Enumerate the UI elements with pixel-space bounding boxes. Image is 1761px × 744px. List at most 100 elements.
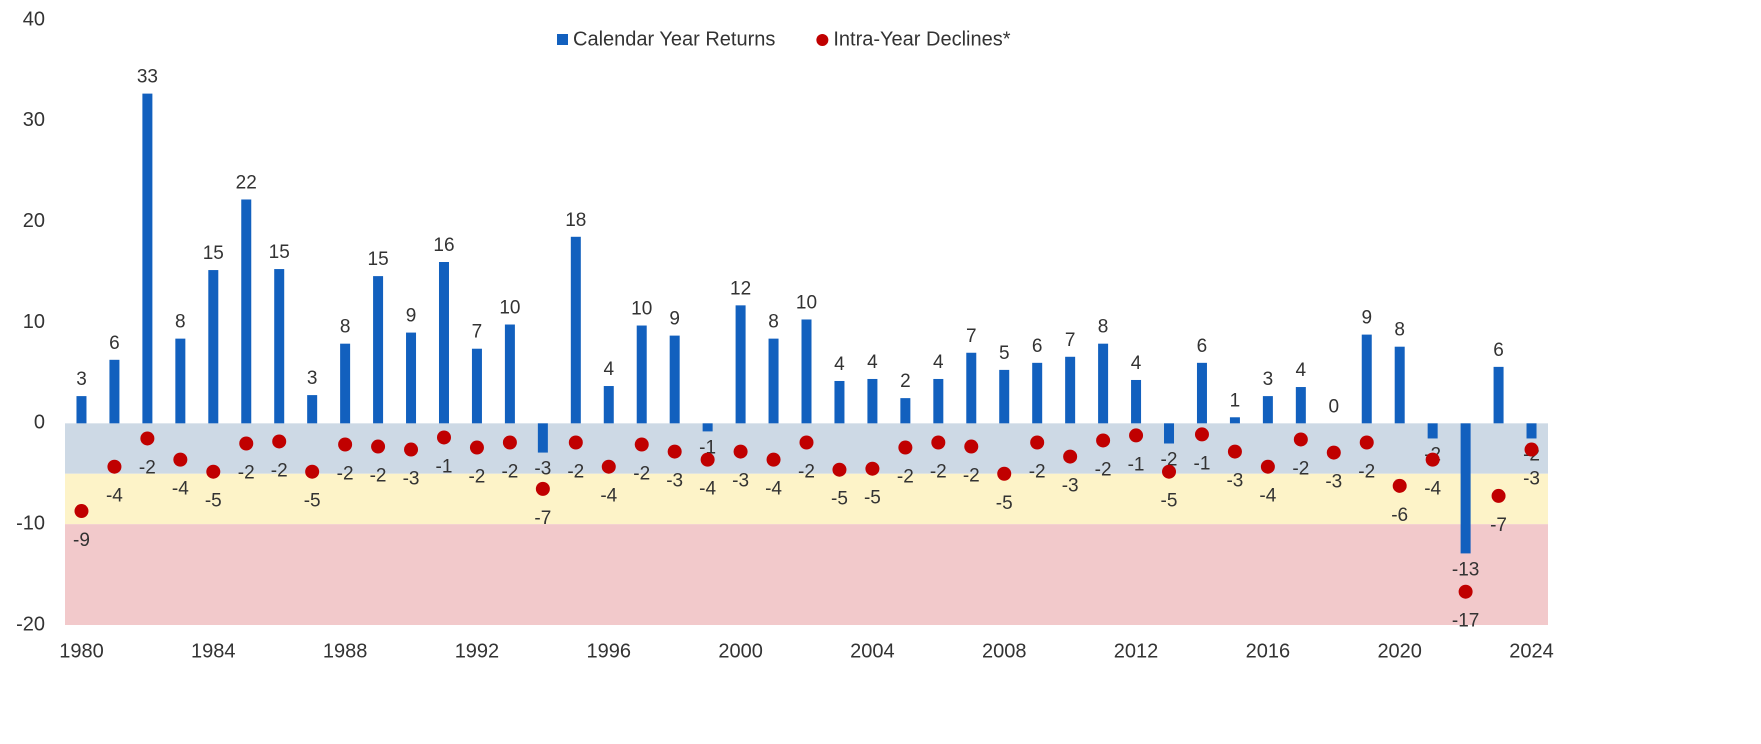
decline-dot [1458,584,1473,599]
band [65,473,1548,525]
decline-dot [436,430,451,445]
bar [702,423,713,432]
bar-value-label: 8 [768,312,779,333]
bar-value-label: 16 [433,235,454,256]
decline-dot [140,431,155,446]
decline-dot [1030,435,1045,450]
bar [537,423,548,453]
decline-dot [272,434,287,449]
legend-label: Intra-Year Declines* [833,28,1010,50]
decline-dot [700,452,715,467]
bar [1460,423,1471,554]
y-tick-label: 10 [23,311,45,333]
decline-dot [1359,435,1374,450]
bar [603,386,614,424]
decline-dot [1096,433,1111,448]
decline-dot [1194,427,1209,442]
decline-dot [1227,444,1242,459]
decline-dot [502,435,517,450]
bar-value-label: 8 [1098,317,1109,338]
decline-value-label: -2 [238,463,255,484]
decline-dot [173,452,188,467]
decline-value-label: -7 [534,508,551,529]
y-tick-label: 0 [34,412,45,434]
decline-value-label: -9 [73,530,90,551]
bar-value-label: 6 [1032,336,1043,357]
decline-dot [1063,449,1078,464]
decline-dot [667,444,682,459]
decline-dot [964,439,979,454]
bar-value-label: 4 [1296,360,1307,381]
bar [406,332,417,424]
x-tick-label: 2000 [718,640,763,662]
bar [504,324,515,424]
decline-value-label: -3 [1523,469,1540,490]
bar-value-label: 6 [109,333,120,354]
decline-dot [1392,478,1407,493]
decline-value-label: -3 [1226,471,1243,492]
bar [570,236,581,424]
bar [76,396,87,424]
bar [1526,423,1537,439]
decline-value-label: -3 [732,471,749,492]
bar [1229,417,1240,424]
bar-value-label: 33 [137,67,158,88]
bar-value-label: 15 [269,242,290,263]
decline-value-label: -2 [1029,462,1046,483]
bar-value-label: 8 [175,312,186,333]
decline-dot [74,504,89,519]
bar [933,378,944,424]
bar-value-label: 0 [1328,396,1339,417]
decline-value-label: -1 [1194,453,1211,474]
y-tick-label: 30 [23,109,45,131]
bar-value-label: 6 [1197,336,1208,357]
y-tick-label: -10 [16,512,45,534]
decline-value-label: -2 [337,464,354,485]
decline-value-label: -2 [468,467,485,488]
bar-value-label: 22 [236,172,257,193]
decline-value-label: -5 [996,493,1013,514]
decline-value-label: -4 [172,479,189,500]
bar [175,338,186,424]
bar [307,395,318,424]
decline-value-label: -6 [1391,505,1408,526]
decline-dot [239,436,254,451]
bar-value-label: 9 [1361,308,1372,329]
x-tick-label: 1980 [59,640,104,662]
bar-value-label: 10 [499,298,520,319]
x-tick-label: 1992 [455,640,500,662]
bar [1262,396,1273,424]
legend-swatch [557,34,568,45]
bar [867,378,878,424]
bar-value-label: 6 [1493,340,1504,361]
decline-dot [1524,442,1539,457]
decline-dot [1491,488,1506,503]
bar [636,325,647,424]
decline-value-label: -7 [1490,515,1507,536]
decline-dot [107,459,122,474]
legend-label: Calendar Year Returns [573,28,775,50]
bar-value-label: 4 [1131,353,1142,374]
y-tick-label: 40 [23,8,45,30]
decline-value-label: -4 [1424,479,1441,500]
bar [1493,366,1504,424]
decline-dot [1425,452,1440,467]
bar [966,352,977,424]
bar-value-label: 7 [472,322,483,343]
bar-value-label: 2 [900,371,911,392]
decline-dot [1260,459,1275,474]
decline-value-label: -2 [633,464,650,485]
decline-value-label: -2 [271,460,288,481]
decline-dot [404,442,419,457]
legend-swatch [816,34,829,46]
bar-value-label: -2 [1161,450,1178,471]
decline-dot [371,439,386,454]
bar-value-label: 8 [340,317,351,338]
decline-value-label: -2 [567,462,584,483]
bar-value-label: 9 [406,306,417,327]
bar [109,359,120,424]
bar-value-label: 7 [1065,330,1076,351]
bar [669,335,680,424]
bar-value-label: 3 [307,368,318,389]
decline-value-label: -5 [864,488,881,509]
